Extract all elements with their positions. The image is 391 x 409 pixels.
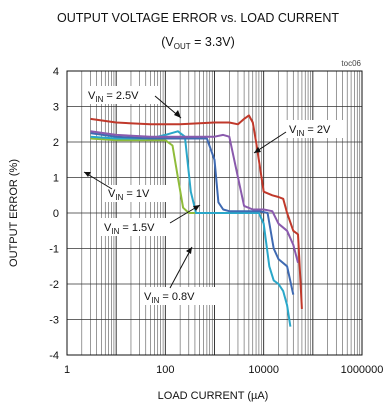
x-tick-label: 100 xyxy=(156,364,174,376)
annotation-vin-2-5v: VIN = 2.5V xyxy=(88,90,139,104)
y-tick-label: 2 xyxy=(53,137,59,149)
y-tick-label: 0 xyxy=(53,208,59,220)
annotation-vin-1-5v: VIN = 1.5V xyxy=(104,222,155,236)
x-axis-label: LOAD CURRENT (µA) xyxy=(158,390,269,402)
chart-tag: toc06 xyxy=(341,59,361,68)
x-tick-label: 1000000 xyxy=(341,364,384,376)
annotation-box-2-5v xyxy=(84,86,159,104)
y-axis-label: OUTPUT ERROR (%) xyxy=(8,159,20,267)
y-tick-label: -3 xyxy=(49,315,59,327)
series-line xyxy=(90,132,295,295)
annotation-leader-0-8v xyxy=(169,246,193,289)
x-tick-labels: 1 100 10000 1000000 xyxy=(64,364,383,376)
chart-title: OUTPUT VOLTAGE ERROR vs. LOAD CURRENT xyxy=(57,11,339,25)
annotation-arrow-2v xyxy=(254,147,261,153)
chart-subtitle-suffix: = 3.3V) xyxy=(191,35,235,49)
annotation-vin-2v: VIN = 2V xyxy=(289,124,331,138)
annotation-box-1-5v xyxy=(100,218,172,236)
series-line xyxy=(90,130,292,327)
annotation-arrow-0-8v xyxy=(186,247,192,254)
annotation-box-1v xyxy=(104,185,168,202)
series-line xyxy=(90,114,303,309)
series-line xyxy=(90,130,299,263)
chart-subtitle-prefix: (V xyxy=(161,35,174,49)
y-tick-label: -1 xyxy=(49,244,59,256)
y-tick-label: 4 xyxy=(53,66,59,78)
annotations: VIN = 2.5V VIN = 2V VIN = 1V VIN = 1.5V … xyxy=(83,86,344,305)
x-tick-label: 1 xyxy=(64,364,70,376)
annotation-box-0-8v xyxy=(140,287,216,305)
annotation-arrow-1v xyxy=(84,172,91,177)
y-tick-labels: 4 3 2 1 0 -1 -2 -3 -4 xyxy=(49,66,59,362)
annotation-arrow-2-5v xyxy=(174,110,181,118)
y-tick-label: -2 xyxy=(49,279,59,291)
y-tick-label: -4 xyxy=(49,350,59,362)
annotation-vin-1v: VIN = 1V xyxy=(108,188,150,202)
annotation-box-2v xyxy=(286,120,344,138)
y-tick-label: 3 xyxy=(53,102,59,114)
annotation-arrow-1-5v xyxy=(193,205,200,211)
y-tick-label: 1 xyxy=(53,173,59,185)
x-tick-label: 10000 xyxy=(248,364,279,376)
plot-frame xyxy=(66,70,363,356)
annotation-vin-0-8v: VIN = 0.8V xyxy=(144,291,195,305)
series-group xyxy=(90,114,303,327)
chart-subtitle-sub: OUT xyxy=(174,42,191,51)
chart-subtitle: (VOUT = 3.3V) xyxy=(161,35,235,51)
